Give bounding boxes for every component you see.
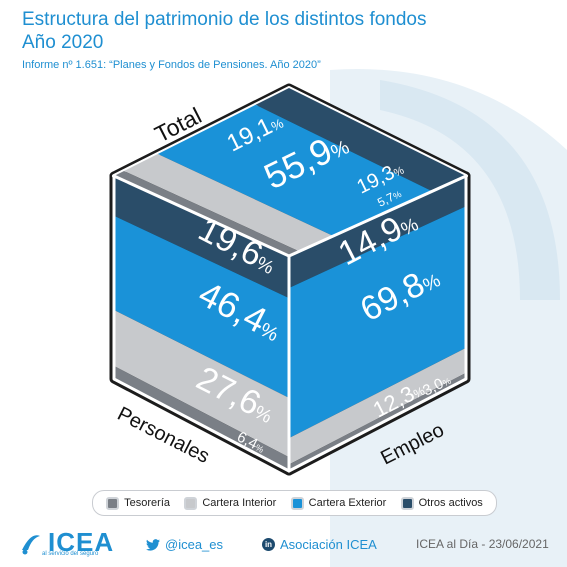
footer-credit: ICEA al Día - 23/06/2021	[416, 537, 549, 551]
segment-personales-cartera-interior	[114, 310, 289, 458]
linkedin-icon: in	[262, 538, 275, 551]
legend-swatch-otros-activos	[400, 496, 414, 510]
segment-total-cartera-interior	[124, 154, 334, 252]
face-total	[114, 88, 466, 256]
twitter-link[interactable]: @icea_es	[146, 537, 223, 552]
segment-total-cartera-exterior	[157, 104, 433, 236]
icea-logo[interactable]: ICEA	[18, 527, 114, 558]
linkedin-link[interactable]: in Asociación ICEA	[262, 537, 377, 552]
segment-personales-cartera-exterior	[114, 215, 289, 398]
face-empleo	[289, 176, 466, 471]
legend-item-otros-activos: Otros activos	[400, 496, 483, 510]
footer: ICEA al servicio del seguro @icea_es in …	[0, 525, 567, 561]
face-personales	[114, 176, 289, 471]
segment-personales-otros-activos	[114, 176, 289, 299]
segment-empleo-otros-activos	[289, 176, 466, 288]
legend-swatch-cartera-interior	[184, 496, 198, 510]
legend-label-tesoreria: Tesorería	[124, 497, 171, 509]
legend-swatch-cartera-exterior	[290, 496, 304, 510]
title-line-1: Estructura del patrimonio de los distint…	[22, 9, 427, 30]
legend-label-cartera-exterior: Cartera Exterior	[308, 497, 387, 509]
legend-swatch-tesoreria	[106, 496, 120, 510]
logo-text: ICEA	[48, 527, 115, 557]
segment-personales-tesoreria	[114, 366, 289, 471]
segment-total-tesoreria	[114, 171, 300, 256]
chart-title: Estructura del patrimonio de los distint…	[22, 8, 427, 54]
category-label-empleo: Empleo	[377, 419, 447, 469]
segment-empleo-cartera-exterior	[289, 206, 466, 439]
twitter-handle: @icea_es	[165, 537, 224, 552]
icea-logo-icon	[22, 534, 40, 554]
legend: Tesorería Cartera Interior Cartera Exter…	[92, 490, 497, 516]
segment-empleo-cartera-interior	[289, 347, 466, 465]
segment-total-otros-activos	[255, 88, 466, 192]
legend-item-tesoreria: Tesorería	[106, 496, 171, 510]
title-line-2: Año 2020	[22, 32, 104, 53]
legend-item-cartera-exterior: Cartera Exterior	[290, 496, 387, 510]
legend-item-cartera-interior: Cartera Interior	[184, 496, 277, 510]
linkedin-name: Asociación ICEA	[280, 537, 377, 552]
chart-subtitle: Informe nº 1.651: “Planes y Fondos de Pe…	[22, 59, 321, 71]
twitter-icon	[146, 538, 160, 551]
legend-label-cartera-interior: Cartera Interior	[202, 497, 277, 509]
legend-label-otros-activos: Otros activos	[418, 497, 483, 509]
empleo-face-border	[287, 174, 468, 473]
logo-subtext: al servicio del seguro	[42, 551, 99, 557]
